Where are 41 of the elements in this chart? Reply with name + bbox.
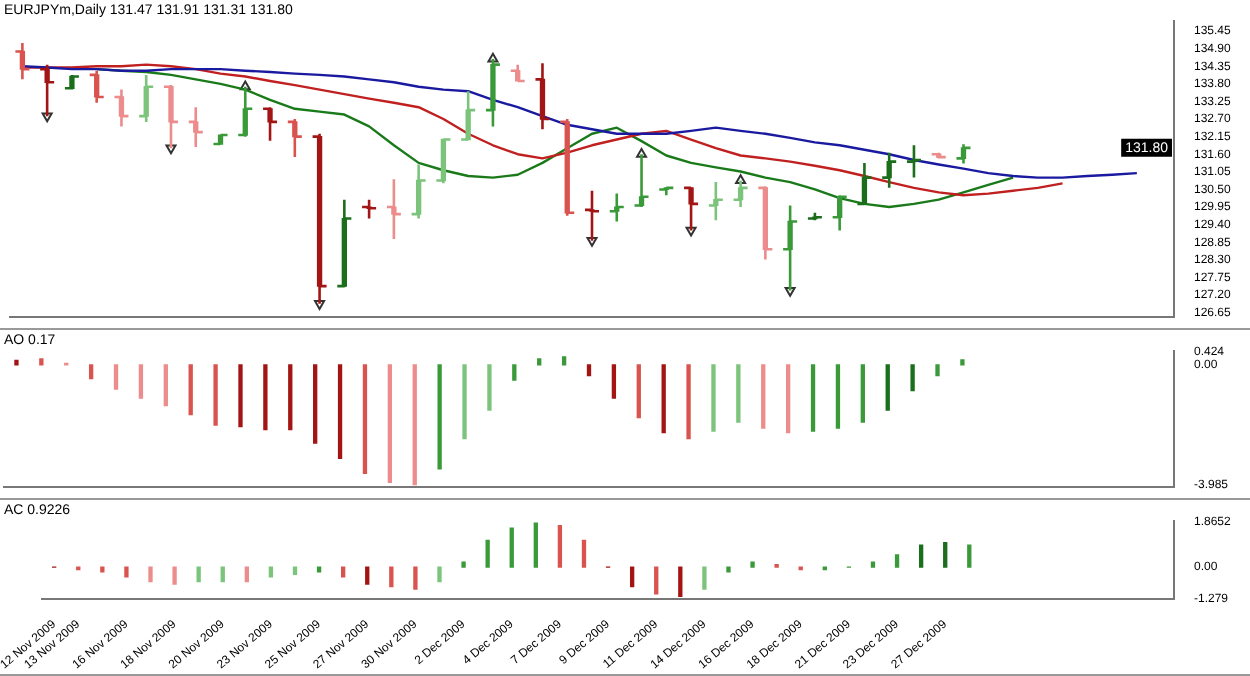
point [165,144,177,155]
bar [678,566,683,597]
bar [124,566,129,578]
point [685,226,697,237]
bar [581,539,587,568]
bar [389,566,394,588]
point [314,300,326,310]
point [586,237,598,247]
bar [437,566,442,583]
bar [316,566,322,573]
bar [244,566,249,583]
bar [172,566,177,585]
point [487,52,499,63]
bar [894,554,900,568]
point [735,174,747,185]
bar [750,561,755,568]
point [239,80,251,91]
bar [100,566,105,573]
bar [726,566,731,573]
bar [557,525,563,568]
bar [509,527,514,568]
bar [629,566,635,588]
point [41,112,53,123]
bar [413,566,418,590]
bar [918,544,924,568]
bar [702,566,707,590]
bar [268,566,274,578]
bar [967,544,972,568]
bar [943,542,948,568]
bar [220,566,225,583]
bar [341,566,346,578]
bar [461,561,466,568]
bar [654,566,659,595]
bar [292,566,298,576]
bar [533,522,538,568]
bar [485,539,490,568]
bar [196,566,201,583]
bar [365,566,370,585]
point [636,148,648,158]
bar [148,566,153,583]
point [784,286,796,297]
